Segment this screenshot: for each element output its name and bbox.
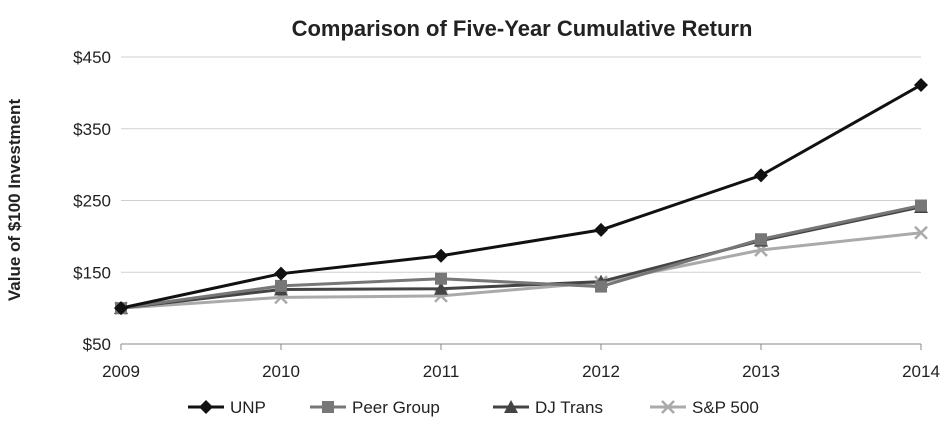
data-point	[914, 225, 928, 240]
x-tick-label: 2011	[423, 362, 460, 381]
y-tick-label: $350	[73, 120, 111, 139]
legend-marker	[322, 401, 334, 413]
legend-label: Peer Group	[352, 398, 440, 417]
x-tick-label: 2009	[102, 362, 140, 381]
series-line	[120, 204, 922, 310]
data-series	[114, 77, 928, 316]
legend: UNP Peer Group DJ Trans S&P 500	[188, 398, 759, 417]
data-point	[114, 301, 128, 316]
data-point	[914, 77, 928, 92]
x-tick-label: 2012	[582, 362, 620, 381]
series-s-p-500	[114, 225, 928, 316]
legend-label: UNP	[230, 398, 266, 417]
legend-label: S&P 500	[692, 398, 759, 417]
legend-item: S&P 500	[650, 398, 759, 417]
y-tick-label: $450	[73, 48, 111, 67]
y-axis-label: Value of $100 Investment	[5, 99, 24, 302]
data-point	[755, 233, 767, 246]
series-peer-group	[115, 199, 927, 315]
tick-labels: $50 $150 $250 $350 $450 2009 2010 2011 2012 2013 2…	[73, 48, 940, 381]
x-tick-label: 2014	[902, 362, 940, 381]
series-line	[120, 83, 922, 310]
legend-item: DJ Trans	[493, 398, 603, 417]
series-line	[120, 231, 922, 310]
data-point	[594, 222, 608, 237]
data-point	[435, 272, 447, 285]
data-point	[275, 279, 287, 292]
legend-item: Peer Group	[310, 398, 440, 417]
data-point	[915, 199, 927, 212]
y-tick-label: $50	[83, 335, 111, 354]
axes	[120, 343, 922, 350]
series-unp	[114, 77, 928, 316]
y-tick-label: $150	[73, 263, 111, 282]
data-point	[274, 266, 288, 281]
chart-title: Comparison of Five-Year Cumulative Retur…	[292, 16, 753, 41]
x-tick-label: 2010	[262, 362, 300, 381]
legend-marker	[504, 400, 518, 413]
data-point	[754, 168, 768, 183]
series-dj-trans	[114, 199, 928, 315]
data-point	[434, 281, 448, 295]
legend-marker	[661, 400, 675, 414]
legend-item: UNP	[188, 398, 266, 417]
legend-label: DJ Trans	[535, 398, 603, 417]
data-point	[434, 248, 448, 263]
y-tick-label: $250	[73, 192, 111, 211]
legend-marker	[199, 400, 213, 414]
x-tick-label: 2013	[742, 362, 780, 381]
data-point	[595, 280, 607, 293]
